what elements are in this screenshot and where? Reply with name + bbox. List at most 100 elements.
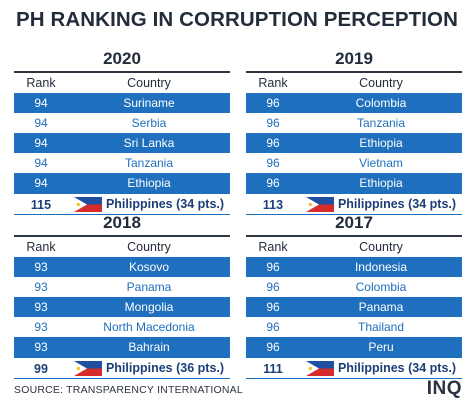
table-panel-2017: 2017 Rank Country 96 Indonesia 96 Colomb… bbox=[246, 212, 462, 379]
table-row: 94 Tanzania bbox=[14, 153, 230, 173]
country-cell: Ethiopia bbox=[359, 176, 403, 190]
country-cell: Panama bbox=[126, 280, 172, 294]
table-row: 93 North Macedonia bbox=[14, 317, 230, 337]
country-cell: Colombia bbox=[355, 280, 407, 294]
table-row: 96 Colombia bbox=[246, 277, 462, 297]
philippine-flag-icon bbox=[305, 196, 334, 212]
rank-cell: 94 bbox=[34, 96, 48, 110]
table-row: 94 Suriname bbox=[14, 93, 230, 113]
table-row: 93 Bahrain bbox=[14, 337, 230, 357]
rank-cell: 93 bbox=[34, 260, 48, 274]
table-header: Rank Country bbox=[14, 73, 230, 93]
ph-rank-cell: 111 bbox=[263, 362, 283, 376]
table-row: 96 Panama bbox=[246, 297, 462, 317]
table-row: 94 Ethiopia bbox=[14, 173, 230, 193]
ph-rank-cell: 113 bbox=[262, 198, 284, 212]
rank-header: Rank bbox=[26, 240, 56, 254]
rank-cell: 96 bbox=[266, 136, 280, 150]
country-cell: Mongolia bbox=[124, 300, 174, 314]
table-row: 94 Sri Lanka bbox=[14, 133, 230, 153]
rank-cell: 96 bbox=[266, 116, 280, 130]
panel-divider bbox=[14, 71, 230, 73]
country-header: Country bbox=[127, 76, 171, 90]
rank-cell: 93 bbox=[34, 340, 48, 354]
table-header: Rank Country bbox=[14, 237, 230, 257]
page-title: PH RANKING IN CORRUPTION PERCEPTION bbox=[16, 8, 458, 31]
panel-divider bbox=[246, 235, 462, 237]
table-header: Rank Country bbox=[246, 73, 462, 93]
country-cell: Suriname bbox=[123, 96, 175, 110]
rank-cell: 94 bbox=[34, 156, 48, 170]
country-cell: Tanzania bbox=[356, 116, 406, 130]
table-row: 96 Peru bbox=[246, 337, 462, 357]
table-row: 96 Indonesia bbox=[246, 257, 462, 277]
philippines-row: 113 Philippines (34 pts.) bbox=[246, 193, 462, 215]
table-header: Rank Country bbox=[246, 237, 462, 257]
country-cell: Vietnam bbox=[359, 156, 403, 170]
philippines-row: 99 Philippines (36 pts.) bbox=[14, 357, 230, 379]
rank-cell: 93 bbox=[34, 300, 48, 314]
panel-divider bbox=[246, 71, 462, 73]
rank-header: Rank bbox=[258, 240, 288, 254]
rank-cell: 94 bbox=[34, 116, 48, 130]
ph-country-label: Philippines (36 pts.) bbox=[105, 361, 225, 375]
table-row: 94 Serbia bbox=[14, 113, 230, 133]
rank-cell: 96 bbox=[266, 176, 280, 190]
philippine-flag-icon bbox=[73, 360, 102, 376]
philippine-flag-icon bbox=[73, 196, 102, 212]
ph-rank-cell: 115 bbox=[30, 198, 52, 212]
ph-country-cell: Philippines (36 pts.) bbox=[68, 358, 230, 378]
rank-cell: 96 bbox=[266, 96, 280, 110]
source-note: SOURCE: TRANSPARENCY INTERNATIONAL bbox=[14, 384, 243, 396]
philippine-flag-icon bbox=[305, 360, 334, 376]
country-cell: Thailand bbox=[357, 320, 405, 334]
rank-cell: 94 bbox=[34, 176, 48, 190]
panel-year: 2019 bbox=[335, 49, 373, 68]
country-cell: Serbia bbox=[131, 116, 167, 130]
inquirer-logo: INQ bbox=[426, 378, 462, 399]
rank-header: Rank bbox=[258, 76, 288, 90]
country-cell: Ethiopia bbox=[359, 136, 403, 150]
rank-header: Rank bbox=[26, 76, 56, 90]
country-header: Country bbox=[359, 240, 403, 254]
table-row: 96 Thailand bbox=[246, 317, 462, 337]
table-row: 96 Colombia bbox=[246, 93, 462, 113]
rank-cell: 96 bbox=[266, 320, 280, 334]
rank-cell: 96 bbox=[266, 156, 280, 170]
table-row: 93 Panama bbox=[14, 277, 230, 297]
country-header: Country bbox=[127, 240, 171, 254]
rank-cell: 93 bbox=[34, 280, 48, 294]
ph-country-cell: Philippines (34 pts.) bbox=[68, 194, 230, 214]
country-cell: Bahrain bbox=[128, 340, 170, 354]
rank-cell: 94 bbox=[34, 136, 48, 150]
rank-cell: 93 bbox=[34, 320, 48, 334]
country-cell: Kosovo bbox=[128, 260, 170, 274]
country-cell: North Macedonia bbox=[103, 320, 195, 334]
country-header: Country bbox=[359, 76, 403, 90]
ph-rank-cell: 99 bbox=[34, 362, 48, 376]
ph-country-label: Philippines (34 pts.) bbox=[337, 197, 457, 211]
panel-year: 2020 bbox=[103, 49, 141, 68]
country-cell: Indonesia bbox=[354, 260, 408, 274]
table-row: 96 Ethiopia bbox=[246, 133, 462, 153]
country-cell: Ethiopia bbox=[127, 176, 171, 190]
table-panel-2018: 2018 Rank Country 93 Kosovo 93 Panama 93… bbox=[14, 212, 230, 379]
ph-country-cell: Philippines (34 pts.) bbox=[300, 194, 462, 214]
rank-cell: 96 bbox=[266, 340, 280, 354]
ph-country-cell: Philippines (34 pts.) bbox=[300, 358, 462, 378]
table-row: 93 Kosovo bbox=[14, 257, 230, 277]
panel-divider bbox=[14, 235, 230, 237]
ph-country-label: Philippines (34 pts.) bbox=[337, 361, 457, 375]
table-panel-2020: 2020 Rank Country 94 Suriname 94 Serbia … bbox=[14, 48, 230, 215]
country-cell: Sri Lanka bbox=[123, 136, 175, 150]
philippines-row: 115 Philippines (34 pts.) bbox=[14, 193, 230, 215]
country-cell: Panama bbox=[358, 300, 404, 314]
table-row: 96 Tanzania bbox=[246, 113, 462, 133]
rank-cell: 96 bbox=[266, 300, 280, 314]
table-row: 96 Ethiopia bbox=[246, 173, 462, 193]
country-cell: Tanzania bbox=[124, 156, 174, 170]
rank-cell: 96 bbox=[266, 260, 280, 274]
country-cell: Peru bbox=[368, 340, 394, 354]
table-row: 93 Mongolia bbox=[14, 297, 230, 317]
table-row: 96 Vietnam bbox=[246, 153, 462, 173]
